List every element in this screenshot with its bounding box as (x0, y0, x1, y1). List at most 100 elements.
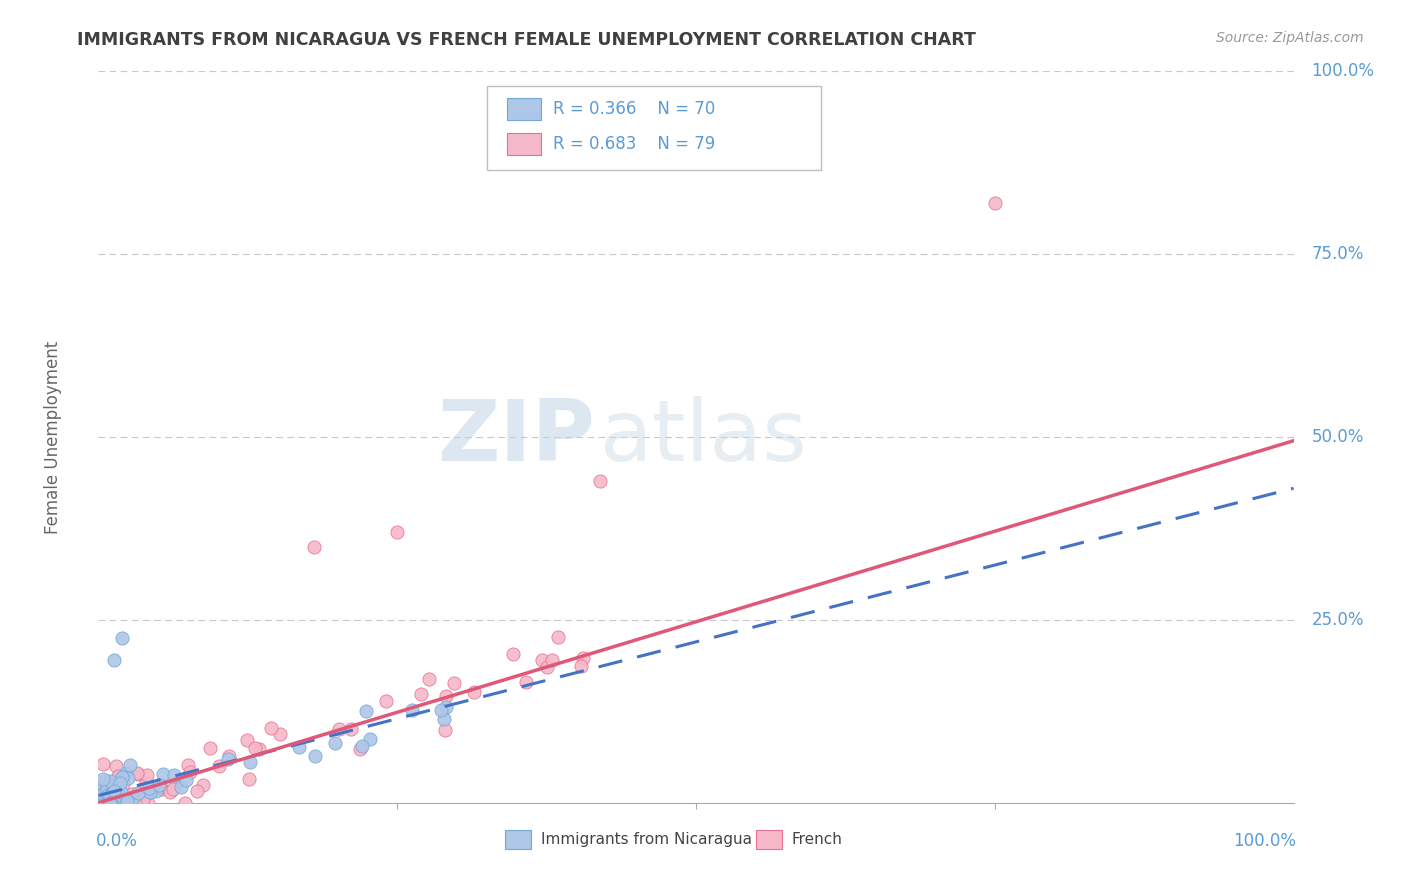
Point (179, 764, 201, 779)
Point (107, 769, 129, 783)
Point (91, 772, 114, 786)
Point (323, 736, 346, 750)
Text: 25.0%: 25.0% (1312, 611, 1364, 629)
Point (218, 749, 240, 764)
Point (90, 796, 112, 810)
Point (122, 790, 145, 805)
Point (105, 796, 128, 810)
Point (162, 782, 184, 797)
Point (103, 796, 125, 810)
Point (571, 651, 593, 665)
Point (174, 773, 197, 788)
Point (208, 759, 231, 773)
Point (94, 774, 117, 789)
Point (101, 783, 124, 797)
Point (269, 727, 291, 741)
Point (100, 789, 122, 803)
Point (124, 796, 146, 810)
Point (98, 796, 121, 810)
Point (94, 796, 117, 810)
Point (186, 784, 208, 798)
Point (354, 704, 377, 718)
Point (434, 723, 457, 737)
Point (418, 672, 440, 686)
Point (97, 793, 120, 807)
Text: French: French (792, 832, 842, 847)
Point (112, 777, 135, 791)
Point (111, 770, 134, 784)
Point (108, 776, 131, 790)
Text: 50.0%: 50.0% (1312, 428, 1364, 446)
Point (107, 782, 129, 797)
Point (98, 774, 121, 789)
Point (193, 778, 215, 792)
Point (165, 776, 187, 790)
Point (97, 796, 120, 810)
Point (91, 786, 114, 800)
Text: ZIP: ZIP (437, 395, 595, 479)
Point (94, 796, 117, 810)
Point (536, 660, 558, 674)
Point (104, 796, 127, 810)
Point (169, 780, 191, 794)
Text: Female Unemployment: Female Unemployment (44, 341, 62, 533)
Point (174, 796, 197, 810)
Point (302, 540, 325, 554)
Point (375, 694, 398, 708)
Point (97, 789, 120, 803)
Text: 0.0%: 0.0% (96, 832, 138, 850)
Point (110, 785, 132, 799)
Point (138, 780, 160, 795)
Point (103, 796, 125, 810)
Point (217, 752, 239, 766)
Point (463, 685, 485, 699)
Point (409, 687, 432, 701)
Text: Immigrants from Nicaragua: Immigrants from Nicaragua (541, 832, 752, 847)
Point (436, 699, 458, 714)
Point (90, 795, 112, 809)
Point (159, 785, 181, 799)
Point (114, 796, 136, 810)
Point (103, 653, 125, 667)
Point (89, 796, 111, 810)
Point (127, 766, 149, 780)
Point (90, 792, 112, 806)
Point (177, 757, 200, 772)
Point (238, 772, 260, 786)
Point (118, 758, 141, 772)
Point (239, 755, 262, 769)
Point (148, 778, 170, 792)
Point (304, 748, 326, 763)
Point (115, 794, 138, 808)
Point (145, 783, 167, 797)
Point (104, 796, 127, 810)
Point (328, 722, 350, 736)
Text: IMMIGRANTS FROM NICARAGUA VS FRENCH FEMALE UNEMPLOYMENT CORRELATION CHART: IMMIGRANTS FROM NICARAGUA VS FRENCH FEMA… (77, 31, 976, 49)
Point (260, 721, 283, 735)
Point (96, 796, 118, 810)
Point (127, 787, 149, 801)
Point (121, 787, 143, 801)
Point (89, 776, 111, 790)
Point (163, 768, 186, 782)
Point (235, 733, 257, 747)
Point (94, 796, 117, 810)
Point (89, 784, 111, 798)
Point (103, 796, 125, 810)
Point (569, 659, 592, 673)
Point (117, 794, 139, 808)
FancyBboxPatch shape (505, 830, 531, 849)
FancyBboxPatch shape (486, 86, 821, 170)
Point (429, 703, 451, 717)
Point (104, 796, 127, 810)
Point (434, 690, 457, 704)
Point (93, 792, 115, 806)
Text: R = 0.683    N = 79: R = 0.683 N = 79 (553, 135, 714, 153)
Point (127, 786, 149, 800)
Point (103, 794, 125, 808)
Point (103, 784, 125, 798)
Point (149, 780, 172, 794)
Point (104, 796, 127, 810)
FancyBboxPatch shape (508, 98, 541, 120)
Point (103, 796, 125, 810)
